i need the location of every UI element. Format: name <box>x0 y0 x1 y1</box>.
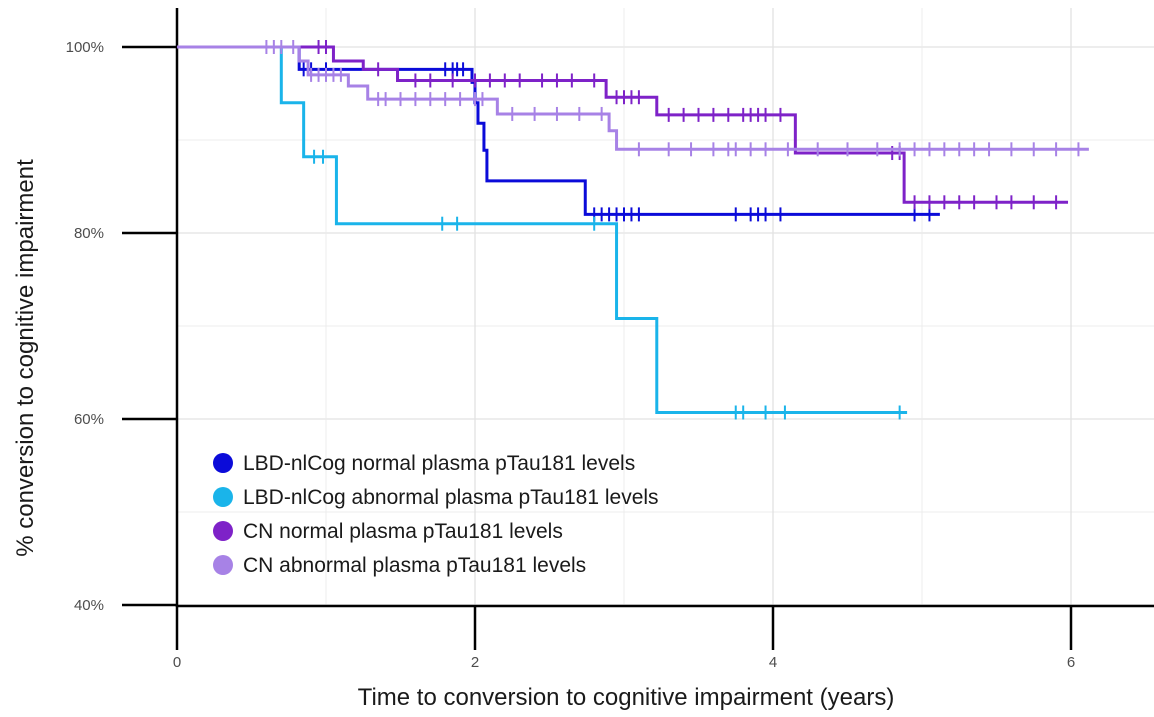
y-tick-label: 100% <box>66 39 104 56</box>
series-group <box>177 45 940 222</box>
series-line <box>177 45 908 414</box>
legend-label: CN normal plasma pTau181 levels <box>243 520 563 543</box>
grid <box>176 8 1154 606</box>
y-axis-title: % conversion to cognitive impairment <box>12 159 39 557</box>
series-group <box>177 45 908 420</box>
legend: LBD-nlCog normal plasma pTau181 levels LB… <box>213 452 659 577</box>
x-tick-label: 6 <box>1067 654 1075 671</box>
series-group <box>177 40 1069 210</box>
ticks: 40% 60% 80% 100% 0 2 4 6 <box>66 39 1076 671</box>
series-group <box>177 40 1089 157</box>
legend-label: CN abnormal plasma pTau181 levels <box>243 554 586 577</box>
series-line <box>177 45 940 216</box>
legend-key <box>213 453 233 473</box>
legend-label: LBD-nlCog normal plasma pTau181 levels <box>243 452 635 475</box>
x-tick-label: 4 <box>769 654 777 671</box>
x-tick-label: 2 <box>471 654 479 671</box>
legend-key <box>213 521 233 541</box>
legend-key <box>213 555 233 575</box>
series-line <box>177 45 1089 151</box>
axes <box>175 8 1154 608</box>
series <box>177 40 1089 420</box>
y-tick-label: 60% <box>74 411 104 428</box>
legend-label: LBD-nlCog abnormal plasma pTau181 levels <box>243 486 659 509</box>
x-axis-title: Time to conversion to cognitive impairme… <box>358 684 895 711</box>
x-tick-label: 0 <box>173 654 181 671</box>
series-line <box>177 45 1069 204</box>
legend-key <box>213 487 233 507</box>
y-tick-label: 40% <box>74 597 104 614</box>
y-tick-label: 80% <box>74 225 104 242</box>
